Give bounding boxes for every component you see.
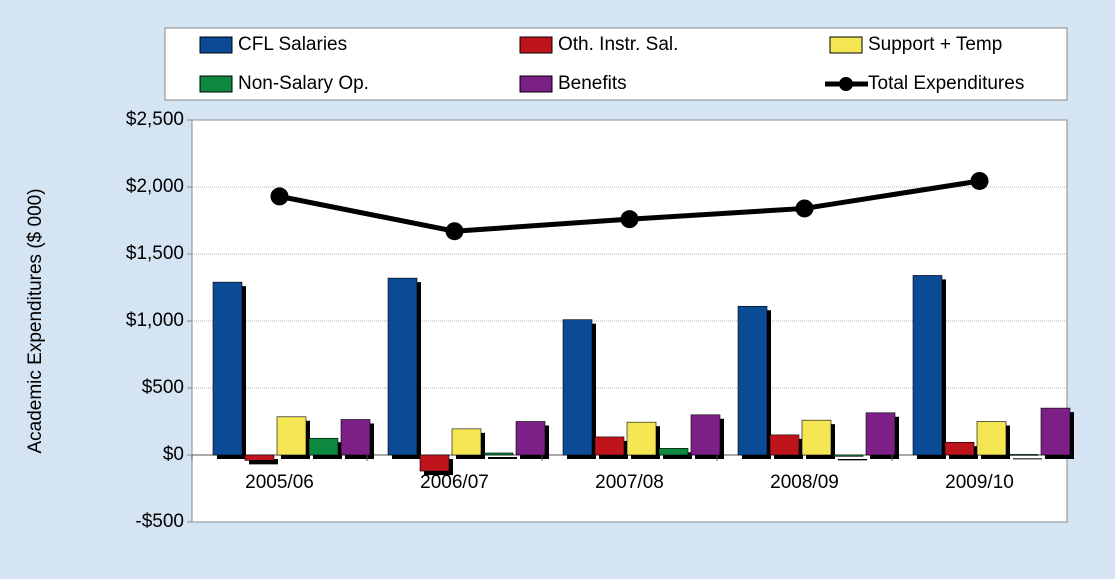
bar — [515, 421, 546, 456]
bar — [626, 421, 657, 456]
bar — [594, 436, 625, 456]
y-tick-label: $2,500 — [126, 109, 184, 130]
total-marker — [795, 199, 814, 218]
legend-label: Oth. Instr. Sal. — [558, 34, 678, 55]
legend-swatch — [829, 36, 863, 54]
bar — [562, 319, 593, 456]
total-marker — [445, 222, 464, 241]
bar — [451, 428, 482, 456]
bar — [308, 437, 339, 456]
bar — [1040, 407, 1071, 456]
y-tick-label: $500 — [142, 377, 184, 398]
bar — [976, 421, 1007, 456]
bar — [801, 419, 832, 456]
y-tick-label: $1,500 — [126, 243, 184, 264]
legend-swatch — [519, 36, 553, 54]
bar — [276, 416, 307, 456]
bar-shadow — [488, 456, 517, 459]
x-tick-label: 2006/07 — [420, 472, 489, 493]
bar — [244, 454, 275, 461]
y-axis-title: Academic Expenditures ($ 000) — [25, 188, 46, 453]
legend-swatch — [519, 75, 553, 93]
bar — [658, 447, 689, 456]
bar — [419, 454, 450, 472]
legend-label: Non-Salary Op. — [238, 73, 369, 94]
total-marker — [270, 187, 289, 206]
bar-shadow — [663, 452, 692, 459]
x-tick-label: 2008/09 — [770, 472, 839, 493]
bar — [1008, 454, 1039, 456]
x-tick-label: 2005/06 — [245, 472, 314, 493]
bar — [387, 277, 418, 456]
legend-label: Total Expenditures — [868, 73, 1024, 94]
legend-marker — [839, 77, 853, 91]
y-tick-label: $1,000 — [126, 310, 184, 331]
bar — [865, 412, 896, 456]
y-tick-label: $2,000 — [126, 176, 184, 197]
legend-swatch — [199, 36, 233, 54]
total-marker — [970, 171, 989, 190]
bar-shadow — [838, 459, 867, 461]
y-tick-label: $0 — [163, 444, 184, 465]
bar — [483, 452, 514, 456]
legend-label: CFL Salaries — [238, 34, 347, 55]
bar — [212, 281, 243, 456]
legend-label: Benefits — [558, 73, 627, 94]
bar — [690, 414, 721, 456]
legend-box — [164, 27, 1068, 101]
x-tick-label: 2009/10 — [945, 472, 1014, 493]
bar-shadow — [1013, 458, 1042, 460]
bar — [912, 275, 943, 456]
bar — [833, 454, 864, 457]
x-tick-label: 2007/08 — [595, 472, 664, 493]
total-marker — [620, 210, 639, 229]
bar — [769, 434, 800, 456]
legend-label: Support + Temp — [868, 34, 1002, 55]
bar — [340, 419, 371, 456]
bar — [737, 305, 768, 456]
bar-shadow — [249, 459, 278, 465]
y-tick-label: -$500 — [135, 511, 184, 532]
bar — [944, 441, 975, 456]
legend-swatch — [199, 75, 233, 93]
